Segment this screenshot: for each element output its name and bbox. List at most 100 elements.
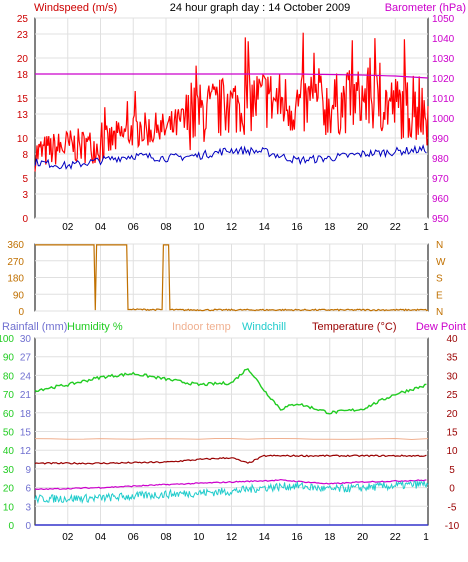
- windchill-line: [34, 480, 429, 505]
- wind-average-line: [34, 144, 427, 170]
- barometer-tick-label: 1000: [432, 114, 455, 125]
- legend-humidity: Humidity %: [67, 321, 123, 333]
- temperature-tick-label: 10: [446, 446, 458, 457]
- panel1-x-tick-label: 18: [324, 222, 336, 233]
- panel1-x-tick-label: 12: [226, 222, 238, 233]
- panel3-x-tick-label: 14: [259, 532, 271, 543]
- wind-direction-line: [35, 244, 429, 312]
- barometer-tick-label: 1050: [432, 14, 455, 25]
- x-tick-label-end: 1: [423, 222, 429, 233]
- rainfall-tick-label: 3: [25, 502, 31, 513]
- temperature-tick-label: -10: [445, 521, 460, 532]
- windspeed-tick-label: 18: [17, 70, 29, 81]
- legend-temperature: Temperature (°C): [312, 321, 396, 333]
- panel3-x-tick-label: 06: [128, 532, 140, 543]
- direction-compass-label: E: [436, 290, 443, 301]
- temperature-tick-label: 30: [446, 371, 458, 382]
- humidity-tick-label: 10: [3, 502, 15, 513]
- direction-degree-label: 270: [7, 257, 24, 268]
- legend-dew-point: Dew Point: [416, 321, 466, 333]
- rainfall-tick-label: 9: [25, 465, 31, 476]
- rainfall-tick-label: 18: [20, 409, 32, 420]
- windspeed-tick-label: 3: [22, 190, 28, 201]
- temperature-tick-label: 25: [446, 390, 458, 401]
- temperature-tick-label: 0: [449, 484, 455, 495]
- direction-degree-label: 180: [7, 274, 24, 285]
- panel1-x-tick-label: 04: [95, 222, 107, 233]
- barometer-tick-label: 980: [432, 154, 449, 165]
- humidity-tick-label: 60: [3, 409, 15, 420]
- panel3-x-tick-label: 04: [95, 532, 107, 543]
- barometer-tick-label: 970: [432, 174, 449, 185]
- panel1-x-tick-label: 14: [259, 222, 271, 233]
- panel3-x-tick-label: 16: [291, 532, 303, 543]
- panel3-x-tick-label: 08: [160, 532, 172, 543]
- rainfall-tick-label: 24: [20, 371, 32, 382]
- direction-compass-label: N: [436, 240, 443, 251]
- rainfall-tick-label: 0: [25, 521, 31, 532]
- legend-rainfall: Rainfall (mm): [2, 321, 67, 333]
- barometer-tick-label: 1040: [432, 34, 455, 45]
- windspeed-axis-label: Windspeed (m/s): [34, 2, 117, 14]
- windspeed-tick-label: 25: [17, 14, 29, 25]
- humidity-tick-label: 30: [3, 465, 15, 476]
- windspeed-tick-label: 5: [22, 174, 28, 185]
- direction-compass-label: W: [436, 257, 446, 268]
- barometer-tick-label: 990: [432, 134, 449, 145]
- windspeed-tick-label: 0: [22, 214, 28, 225]
- temperature-tick-label: 15: [446, 428, 458, 439]
- temperature-tick-label: 20: [446, 409, 458, 420]
- windspeed-tick-label: 13: [17, 110, 29, 121]
- windspeed-tick-label: 23: [17, 30, 29, 41]
- rainfall-tick-label: 27: [20, 353, 32, 364]
- temperature-tick-label: -5: [448, 502, 457, 513]
- indoor-temp-line: [34, 437, 429, 441]
- windspeed-tick-label: 10: [17, 134, 29, 145]
- humidity-tick-label: 80: [3, 371, 15, 382]
- temperature-tick-label: 5: [449, 465, 455, 476]
- chart-layer: 0358101315182023259509609709809901000101…: [0, 14, 460, 543]
- direction-degree-label: 360: [7, 240, 24, 251]
- humidity-tick-label: 20: [3, 484, 15, 495]
- humidity-tick-label: 0: [8, 521, 14, 532]
- humidity-tick-label: 70: [3, 390, 15, 401]
- rainfall-tick-label: 12: [20, 446, 32, 457]
- panel3-x-tick-label: 22: [390, 532, 402, 543]
- panel1-x-tick-label: 06: [128, 222, 140, 233]
- humidity-line: [34, 368, 427, 415]
- humidity-tick-label: 100: [0, 334, 14, 345]
- panel1-x-tick-label: 10: [193, 222, 205, 233]
- legend-indoor-temp: Indoor temp: [172, 321, 231, 333]
- rainfall-tick-label: 21: [20, 390, 32, 401]
- rainfall-tick-label: 30: [20, 334, 32, 345]
- panel1-x-tick-label: 22: [390, 222, 402, 233]
- barometer-line: [35, 73, 429, 79]
- barometer-tick-label: 1030: [432, 54, 455, 65]
- rainfall-tick-label: 6: [25, 484, 31, 495]
- barometer-tick-label: 950: [432, 214, 449, 225]
- temperature-tick-label: 40: [446, 334, 458, 345]
- wind-gust-line: [34, 32, 429, 172]
- temperature-tick-label: 35: [446, 353, 458, 364]
- rainfall-tick-label: 15: [20, 428, 32, 439]
- panel3-x-tick-label: 20: [357, 532, 369, 543]
- barometer-tick-label: 1010: [432, 94, 455, 105]
- humidity-tick-label: 50: [3, 428, 15, 439]
- windspeed-tick-label: 20: [17, 54, 29, 65]
- windspeed-tick-label: 15: [17, 94, 29, 105]
- panel1-x-tick-label: 02: [62, 222, 74, 233]
- barometer-tick-label: 1020: [432, 74, 455, 85]
- panel3-x-tick-label: 18: [324, 532, 336, 543]
- panel1-x-tick-label: 16: [291, 222, 303, 233]
- panel3-x-tick-label: 12: [226, 532, 238, 543]
- dew-point-line: [34, 478, 427, 491]
- direction-compass-label: N: [436, 307, 443, 318]
- humidity-tick-label: 90: [3, 353, 15, 364]
- legend-windchill: Windchill: [242, 321, 286, 333]
- x-tick-label-end: 1: [423, 532, 429, 543]
- direction-compass-label: S: [436, 274, 443, 285]
- direction-degree-label: 90: [13, 290, 25, 301]
- humidity-tick-label: 40: [3, 446, 15, 457]
